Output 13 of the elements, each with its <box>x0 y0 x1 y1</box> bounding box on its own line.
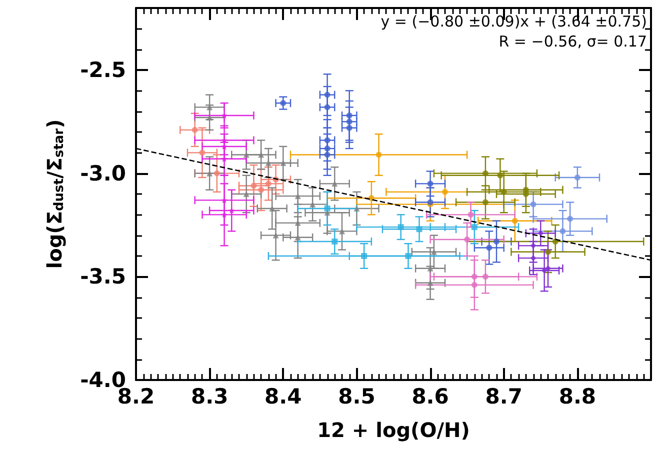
x-tick-label: 8.6 <box>412 384 449 408</box>
annotation: y = (−0.80 ±0.09)x + (3.64 ±0.75) <box>380 12 647 30</box>
x-tick-label: 8.8 <box>558 384 596 408</box>
x-tick-label: 8.5 <box>338 384 376 408</box>
annotation: R = −0.56, σ= 0.17 <box>498 32 647 50</box>
y-tick-label: -2.5 <box>80 58 126 82</box>
x-tick-label: 8.3 <box>190 384 228 408</box>
x-axis-title: 12 + log(O/H) <box>317 418 470 442</box>
x-tick-label: 8.4 <box>264 384 302 408</box>
x-tick-label: 8.7 <box>485 384 522 408</box>
y-tick-label: -3.5 <box>80 264 126 289</box>
y-tick-label: -3.0 <box>80 161 126 186</box>
y-axis-title: log(Σdust/Σstar) <box>42 119 67 269</box>
